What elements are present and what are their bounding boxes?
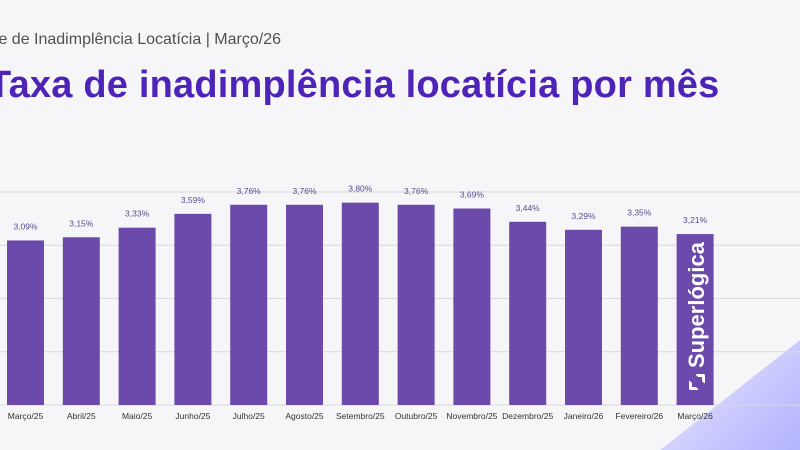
value-label: 3,80% (348, 184, 373, 194)
x-axis-labels: Março/25 Abril/25 Maio/25 Junho/25 Julho/25 A… (8, 411, 713, 421)
bar-6 (286, 204, 323, 405)
bar-8 (397, 204, 435, 405)
value-label: 3,44% (516, 203, 541, 213)
x-tick-label: Maio/25 (122, 411, 153, 421)
value-label: 3,33% (125, 209, 150, 219)
bar-7 (341, 202, 379, 405)
value-label: 3,29% (571, 211, 596, 221)
x-tick-label: Março/25 (8, 411, 44, 421)
bar-9 (453, 208, 491, 405)
value-label: 3,35% (627, 208, 652, 218)
chart-title: Taxa de inadimplência locatícia por mês (0, 64, 720, 106)
value-label: 3,76% (237, 186, 262, 196)
value-label: 3,21% (683, 215, 708, 225)
bar-4 (174, 213, 212, 405)
value-label: 3,15% (69, 218, 94, 228)
bar-2 (62, 237, 100, 405)
x-tick-label: Fevereiro/26 (615, 411, 663, 421)
bar-12 (620, 226, 658, 405)
x-tick-label: Agosto/25 (285, 411, 324, 421)
value-label: 3,09% (13, 221, 38, 231)
x-tick-label: Dezembro/25 (502, 411, 553, 421)
brand-logo: Superlógica (684, 242, 710, 390)
bar-1 (7, 240, 44, 405)
bar-10 (509, 221, 547, 405)
value-label: 3,76% (292, 186, 317, 196)
value-labels: 3,09% 3,15% 3,33% 3,59% 3,76% 3,76% 3,80% 3,76%… (13, 184, 707, 232)
bar-5 (230, 204, 268, 405)
value-label: 3,76% (404, 186, 429, 196)
brand-name: Superlógica (684, 242, 709, 368)
x-tick-label: Novembro/25 (446, 411, 497, 421)
bar-11 (565, 229, 602, 405)
value-label: 3,59% (181, 195, 206, 205)
x-tick-label: Abril/25 (67, 411, 96, 421)
x-tick-label: Outubro/25 (395, 411, 438, 421)
value-label: 3,69% (460, 190, 485, 200)
x-tick-label: Julho/25 (233, 411, 265, 421)
superlogica-logo-icon (689, 374, 705, 390)
bar-3 (118, 227, 156, 405)
x-tick-label: Setembro/25 (336, 411, 385, 421)
x-tick-label: Março/26 (677, 411, 713, 421)
bars (7, 202, 714, 405)
x-tick-label: Junho/25 (175, 411, 210, 421)
x-tick-label: Janeiro/26 (564, 411, 604, 421)
report-subtitle: dice de Inadimplência Locatícia | Março/… (0, 31, 281, 48)
